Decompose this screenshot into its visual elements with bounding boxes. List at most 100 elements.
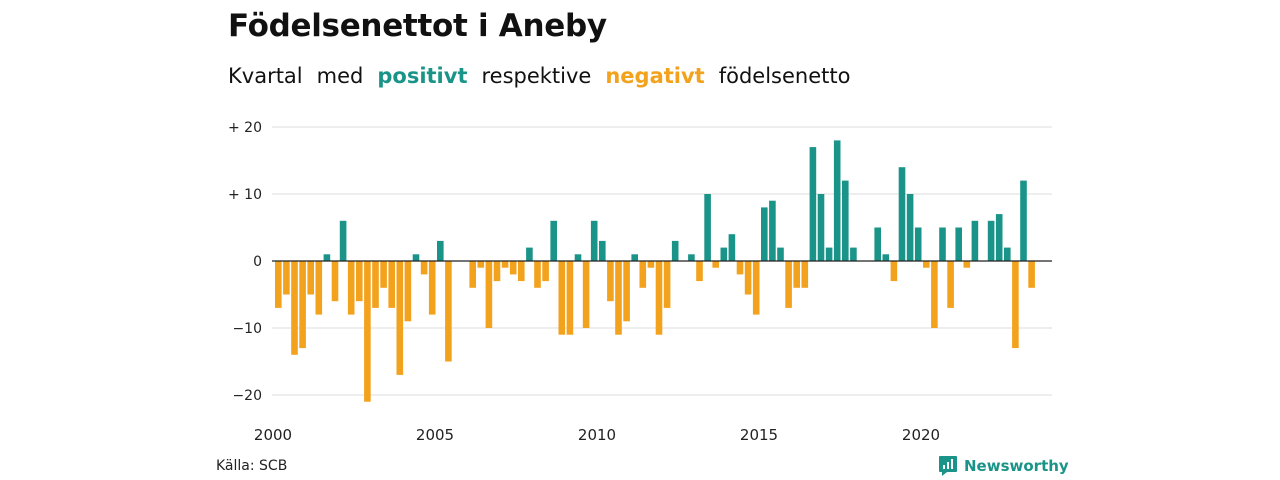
bar (283, 261, 290, 295)
bar (485, 261, 493, 328)
bar (404, 261, 412, 322)
bar (769, 200, 776, 261)
subtitle-text-4: födelsenetto (718, 64, 851, 88)
bar (1028, 261, 1035, 288)
y-tick-label: 0 (253, 254, 262, 270)
newsworthy-logo-icon (939, 456, 957, 476)
bar (599, 240, 606, 261)
bar (898, 167, 906, 261)
bar (1012, 261, 1019, 349)
bar (501, 261, 509, 268)
bar (752, 261, 760, 315)
chart-title: Födelsenettot i Aneby (228, 8, 607, 44)
bar (542, 261, 549, 282)
bar (550, 220, 557, 261)
subtitle-text-2: med (316, 64, 364, 88)
bar (323, 254, 331, 261)
bar (696, 261, 703, 282)
bar (428, 261, 436, 315)
bar (801, 261, 809, 288)
bar (534, 261, 541, 288)
bar (1004, 247, 1011, 261)
bar (704, 194, 711, 261)
bar (906, 194, 914, 261)
bar (347, 261, 355, 315)
brand-name: Newsworthy (964, 457, 1069, 475)
bar (445, 261, 452, 362)
brand-logo[interactable]: Newsworthy (938, 455, 1069, 477)
bar (558, 261, 566, 335)
bar (793, 261, 800, 288)
bar (623, 261, 630, 322)
y-tick-label: + 10 (228, 187, 262, 203)
bar (825, 247, 833, 261)
y-tick-label: −10 (232, 321, 262, 337)
bar (995, 214, 1003, 261)
bar (339, 220, 347, 261)
x-tick-label: 2000 (254, 426, 292, 444)
bar (299, 261, 306, 349)
bar (396, 261, 404, 375)
bar (939, 227, 946, 261)
subtitle-text-1: Kvartal (228, 64, 303, 88)
bar (647, 261, 655, 268)
bar (291, 261, 298, 355)
bar (971, 220, 979, 261)
bar (955, 227, 962, 261)
bar (315, 261, 323, 315)
bar (639, 261, 647, 288)
bar (817, 194, 825, 261)
bar (842, 180, 849, 261)
y-tick-label: −20 (232, 388, 262, 404)
bar (1020, 180, 1027, 261)
bar (744, 261, 752, 295)
y-tick-label: + 20 (228, 120, 262, 136)
bar (923, 261, 930, 268)
bar (331, 261, 339, 302)
bar (850, 247, 857, 261)
bar (655, 261, 663, 335)
bar (761, 207, 768, 261)
bar (914, 227, 922, 261)
bar (833, 140, 841, 261)
bar (356, 261, 363, 302)
bar (582, 261, 590, 328)
bar (420, 261, 428, 275)
bar (631, 254, 638, 261)
bar (526, 247, 533, 261)
bar (987, 220, 995, 261)
bar (607, 261, 614, 302)
x-tick-label: 2010 (578, 426, 616, 444)
x-tick-label: 2005 (416, 426, 454, 444)
x-tick-label: 2020 (902, 426, 940, 444)
bar (720, 247, 728, 261)
x-tick-label: 2015 (740, 426, 778, 444)
bar (275, 261, 282, 308)
bar (566, 261, 574, 335)
bar (477, 261, 485, 268)
bar (380, 261, 387, 288)
subtitle-negative-label: negativt (605, 64, 705, 88)
bar (493, 261, 501, 282)
bar (388, 261, 395, 308)
bar (615, 261, 622, 335)
bar (688, 254, 695, 261)
bar (728, 234, 736, 261)
bar (890, 261, 898, 282)
bar (736, 261, 744, 275)
bar (574, 254, 582, 261)
bar (518, 261, 525, 282)
bar (364, 261, 371, 402)
bar (590, 220, 598, 261)
bar (777, 247, 784, 261)
bar (412, 254, 420, 261)
chart-subtitle: Kvartal med positivt respektive negativt föde… (228, 64, 864, 88)
subtitle-text-3: respektive (481, 64, 592, 88)
bar (947, 261, 954, 308)
bar (372, 261, 379, 308)
bar (437, 240, 444, 261)
bar (882, 254, 890, 261)
bar (663, 261, 671, 308)
bar (809, 147, 817, 261)
